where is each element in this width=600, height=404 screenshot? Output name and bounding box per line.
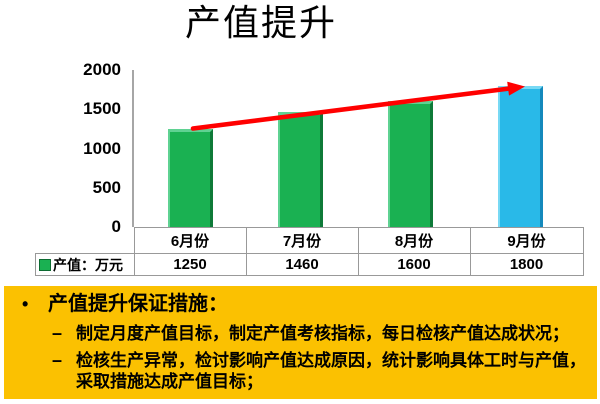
value-cell: 1250 xyxy=(133,253,247,276)
trend-arrow xyxy=(190,81,525,131)
note-item-text: 检核生产异常，检讨影响产值达成原因，统计影响具体工时与产值，采取措施达成产值目标… xyxy=(76,351,586,391)
legend-cell: 产值：万元 xyxy=(35,253,135,276)
page-title: 产值提升 xyxy=(184,3,337,43)
y-tick-label: 1000 xyxy=(83,139,121,158)
y-tick-label: 1500 xyxy=(83,99,121,118)
notes-heading-text: 产值提升保证措施： xyxy=(48,293,228,315)
table-row: 6月份 7月份 8月份 9月份 xyxy=(36,227,584,254)
data-table: 6月份 7月份 8月份 9月份 产值：万元 1250 1460 1600 180… xyxy=(35,227,584,276)
bar-august xyxy=(388,101,433,227)
value-cell: 1460 xyxy=(245,253,359,276)
bar-june xyxy=(168,129,213,227)
bullet-icon: • xyxy=(22,294,29,314)
value-cell: 1600 xyxy=(357,253,471,276)
legend-key-icon xyxy=(39,258,51,271)
note-item: – 检核生产异常，检讨影响产值达成原因，统计影响具体工时与产值，采取措施达成产值… xyxy=(52,350,597,392)
y-tick-label: 500 xyxy=(92,178,121,197)
value-cell: 1800 xyxy=(469,253,584,276)
plot-area xyxy=(133,70,577,227)
dash-icon: – xyxy=(52,323,63,343)
note-item: – 制定月度产值目标，制定产值考核指标，每日检核产值达成状况； xyxy=(52,323,597,344)
legend-label: 产值：万元 xyxy=(53,256,123,273)
table-blank-cell xyxy=(36,228,135,254)
category-cell: 7月份 xyxy=(245,227,359,254)
category-cell: 6月份 xyxy=(133,227,247,254)
category-cell: 9月份 xyxy=(469,227,584,254)
y-tick-label: 2000 xyxy=(83,60,121,79)
category-cell: 8月份 xyxy=(357,227,471,254)
notes-heading: • 产值提升保证措施： xyxy=(18,292,597,317)
table-row: 产值：万元 1250 1460 1600 1800 xyxy=(35,253,584,276)
y-axis-line xyxy=(132,70,134,227)
dash-icon: – xyxy=(52,350,63,370)
bar-september xyxy=(498,86,543,227)
note-item-text: 制定月度产值目标，制定产值考核指标，每日检核产值达成状况； xyxy=(76,324,569,343)
y-tick-label: 0 xyxy=(111,217,121,236)
bar-july xyxy=(278,112,323,227)
notes-panel: • 产值提升保证措施： – 制定月度产值目标，制定产值考核指标，每日检核产值达成… xyxy=(4,286,597,399)
